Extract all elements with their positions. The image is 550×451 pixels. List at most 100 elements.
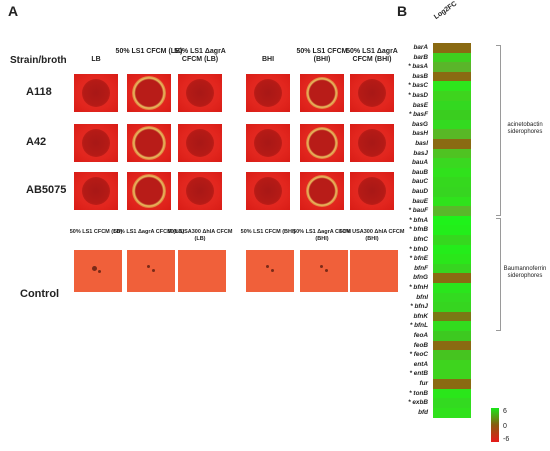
heatmap-cell [433,331,471,341]
heatmap-cell [433,369,471,380]
column-header: 50% LS1 CFCM (BHI) [296,48,348,63]
plate-tile [246,74,290,112]
control-column-header: 50% USA300 ΔhlA CFCM (LB) [167,229,233,242]
log2fc-label: Log2FC [432,0,459,21]
heatmap-cell [433,43,471,53]
plate-tile [300,74,344,112]
plate-tile [74,124,118,162]
heatmap-cell [433,52,471,63]
plate-tile [300,172,344,210]
gene-label: bauC [412,178,428,186]
gene-label: * bfnE [409,255,428,263]
heatmap-cell [433,273,471,284]
heatmap-cell [433,302,471,313]
heatmap-cell [433,148,471,159]
heatmap-cell [433,244,471,255]
plate-tile [350,124,394,162]
strain-label: A118 [26,86,52,98]
heatmap-cell [433,359,471,370]
spot [325,269,328,272]
spot [98,270,101,273]
heatmap-cell [433,62,471,73]
spot [320,265,323,268]
heatmap-cell [433,206,471,217]
heatmap-cell [433,263,471,274]
plate-tile [127,124,171,162]
column-header: 50% LS1 ΔagrA CFCM (LB) [174,48,226,63]
heatmap-cell [433,158,471,169]
gene-label: basH [412,130,428,138]
control-column-header: 50% USA300 ΔhlA CFCM (BHI) [339,229,405,242]
column-header: LB [91,56,101,63]
spot [152,269,155,272]
heatmap-cell [433,196,471,207]
gene-label: bfnC [413,236,428,243]
gene-label: * bfnB [409,226,428,234]
control-column-header: 50% LS1 ΔagrA CFCM (LB) [113,229,185,235]
heatmap-cell [433,81,471,92]
gene-label: * exbB [408,399,428,407]
colony [358,177,386,205]
gene-label: * entB [409,370,428,378]
plate-tile [350,172,394,210]
gene-label: * basF [408,111,428,119]
heatmap-cell [433,167,471,178]
plate-tile [74,74,118,112]
colony [254,79,282,107]
gene-label: bfnI [416,293,428,301]
gene-label: * feoC [409,351,428,359]
inhibition-halo [306,77,338,109]
inhibition-halo [132,126,166,160]
control-plate-tile [127,250,175,292]
heatmap-cell [433,321,471,332]
inhibition-halo [132,174,166,208]
heatmap-cell [433,139,471,149]
column-header: 50% LS1 ΔagrA CFCM (BHI) [346,48,398,63]
control-label: Control [20,288,60,300]
plate-tile [74,172,118,210]
inhibition-halo [132,76,166,110]
heatmap-cell [433,187,471,197]
colorbar-tick: -6 [503,436,510,443]
control-plate-tile [300,250,348,292]
gene-label: bfnG [413,274,428,282]
gene-label: feoA [413,332,428,339]
gene-label: * bfnA [409,216,428,224]
gene-label: basG [412,120,428,128]
heatmap-cell [433,311,471,322]
heatmap-cell [433,91,471,101]
gene-label: barA [413,44,428,51]
plate-tile [300,124,344,162]
colony [186,129,214,157]
group-bracket [496,45,501,216]
gene-label: * bfnD [409,245,428,253]
plate-tile [246,124,290,162]
group-label: Baumannoferrin siderophores [503,266,547,280]
spot [92,266,97,271]
heatmap-cell [433,340,471,351]
gene-label: * basC [408,82,428,90]
colony [186,177,214,205]
colony [254,129,282,157]
colony [82,177,110,205]
gene-label: bfnF [414,264,428,272]
gene-label: bfd [418,408,428,416]
inhibition-halo [306,175,338,207]
heatmap-cell [433,407,471,418]
inhibition-halo [306,127,338,159]
spot [271,269,274,272]
group-label: acinetobactin siderophores [507,122,543,136]
heatmap-cell [433,129,471,140]
plate-tile [178,172,222,210]
heatmap-cell [433,379,471,389]
column-header: BHI [261,56,275,63]
colony [82,79,110,107]
heatmap-cell [433,388,471,399]
colony [82,129,110,157]
group-bracket [496,217,501,331]
strain-label: AB5075 [26,184,67,196]
control-column-header: 50% LS1 ΔagrA CFCM (BHI) [293,229,351,242]
plate-tile [178,124,222,162]
gene-label: * bfnH [409,284,428,291]
gene-label: entA [413,360,428,368]
